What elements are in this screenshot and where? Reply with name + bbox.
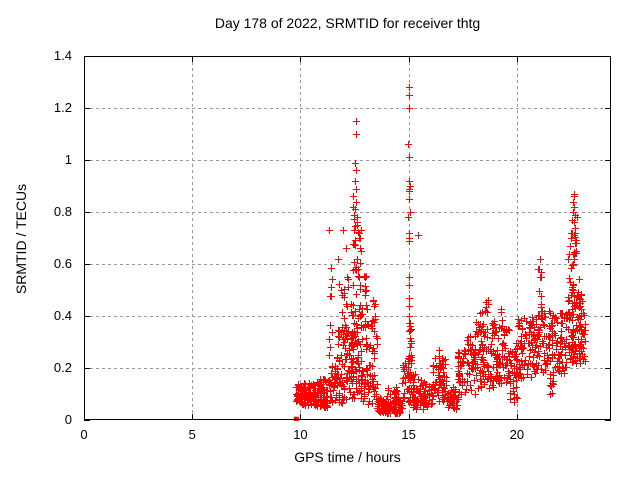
y-tick-label: 0.4	[53, 308, 72, 323]
x-tick-label: 5	[188, 427, 196, 442]
y-tick-label: 0.6	[53, 256, 72, 271]
plot-title: Day 178 of 2022, SRMTID for receiver tht…	[214, 15, 481, 31]
x-tick-label: 20	[509, 427, 525, 442]
y-tick-label: 0.8	[53, 204, 72, 219]
grid-lines	[84, 56, 611, 420]
square-data-point	[293, 416, 299, 421]
x-tick-label: 0	[80, 427, 88, 442]
axis-tick-marks	[84, 56, 611, 421]
y-tick-label: 1.4	[53, 48, 72, 63]
plot-border	[84, 56, 611, 420]
x-axis-label: GPS time / hours	[294, 449, 401, 465]
y-tick-label: 0	[64, 412, 72, 427]
data-points	[293, 84, 589, 417]
x-tick-label: 15	[401, 427, 416, 442]
y-tick-label: 1	[64, 152, 72, 167]
y-tick-label: 1.2	[53, 100, 72, 115]
scatter-plot	[84, 56, 611, 421]
x-tick-label: 10	[293, 427, 308, 442]
y-tick-label: 0.2	[53, 360, 72, 375]
